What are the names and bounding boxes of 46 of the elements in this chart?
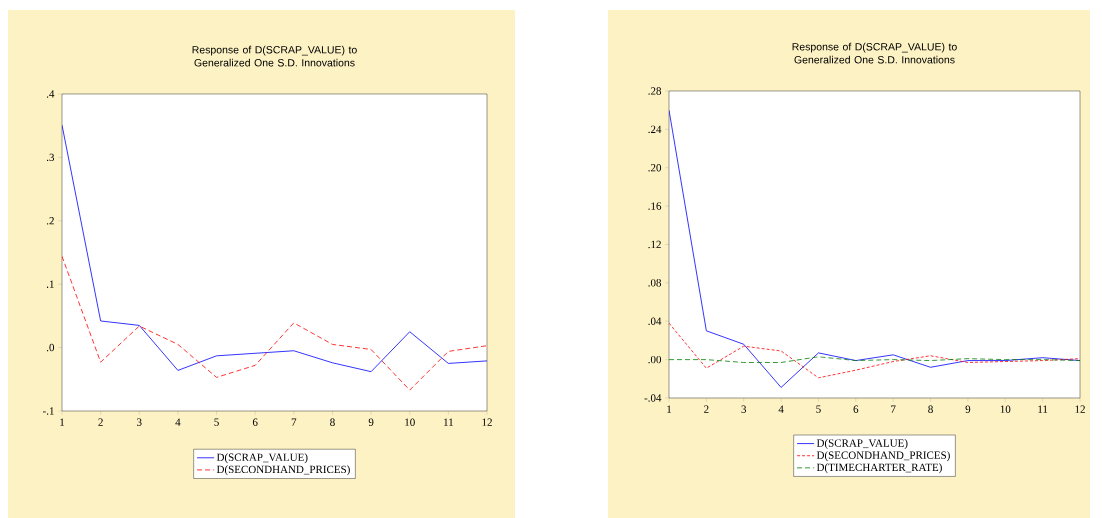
legend-label: D(SCRAP_VALUE) <box>816 439 908 449</box>
x-tick-label: 4 <box>778 405 784 413</box>
x-tick-label: 12 <box>482 418 492 426</box>
y-tick-label: -.1 <box>42 407 54 415</box>
x-tick-label: 3 <box>741 405 747 413</box>
y-tick-label: .3 <box>46 153 55 162</box>
x-tick-label: 10 <box>405 418 415 426</box>
y-tick-label: -.04 <box>644 394 662 402</box>
y-tick-label: .4 <box>46 90 55 98</box>
y-tick-label: .16 <box>648 202 662 210</box>
x-tick-label: 5 <box>214 418 219 426</box>
x-tick-label: 12 <box>1075 405 1085 413</box>
y-tick-label: .28 <box>648 87 662 95</box>
chart-title: Response of D(SCRAP_VALUE) to Generalized One S.D. Innovations <box>792 42 957 64</box>
x-tick-label: 9 <box>965 405 971 413</box>
y-tick-label: .00 <box>648 355 662 364</box>
x-tick-label: 3 <box>137 418 142 426</box>
y-tick-label: .1 <box>46 280 54 288</box>
x-tick-label: 11 <box>1038 405 1048 413</box>
x-tick-label: 2 <box>98 418 103 426</box>
legend-label: D(SECONDHAND_PRICES) <box>216 465 350 476</box>
x-tick-label: 2 <box>704 405 709 413</box>
y-tick-label: .08 <box>648 279 662 287</box>
legend-label: D(SCRAP_VALUE) <box>216 453 308 464</box>
y-tick-label: .12 <box>648 240 661 249</box>
legend-label: D(TIMECHARTER_RATE) <box>816 463 942 474</box>
x-tick-label: 7 <box>291 418 297 426</box>
x-tick-label: 4 <box>175 418 181 426</box>
chart-title: Response of D(SCRAP_VALUE) to Generalized One S.D. Innovations <box>192 45 357 67</box>
x-tick-label: 8 <box>928 405 933 413</box>
x-tick-label: 7 <box>891 405 896 413</box>
x-tick-label: 8 <box>330 418 335 426</box>
y-tick-label: .24 <box>648 125 662 134</box>
x-tick-label: 5 <box>816 405 821 413</box>
x-tick-label: 1 <box>667 405 672 413</box>
x-tick-label: 11 <box>444 418 453 426</box>
x-tick-label: 10 <box>1000 405 1011 413</box>
legend-label: D(SECONDHAND_PRICES) <box>816 451 950 462</box>
y-tick-label: .04 <box>648 317 662 325</box>
y-tick-label: .20 <box>648 164 662 172</box>
x-tick-label: 6 <box>252 418 258 426</box>
x-tick-label: 6 <box>853 405 859 413</box>
y-tick-label: .0 <box>46 343 55 352</box>
x-tick-label: 1 <box>60 418 65 426</box>
x-tick-label: 9 <box>368 418 374 426</box>
y-tick-label: .2 <box>46 217 54 225</box>
